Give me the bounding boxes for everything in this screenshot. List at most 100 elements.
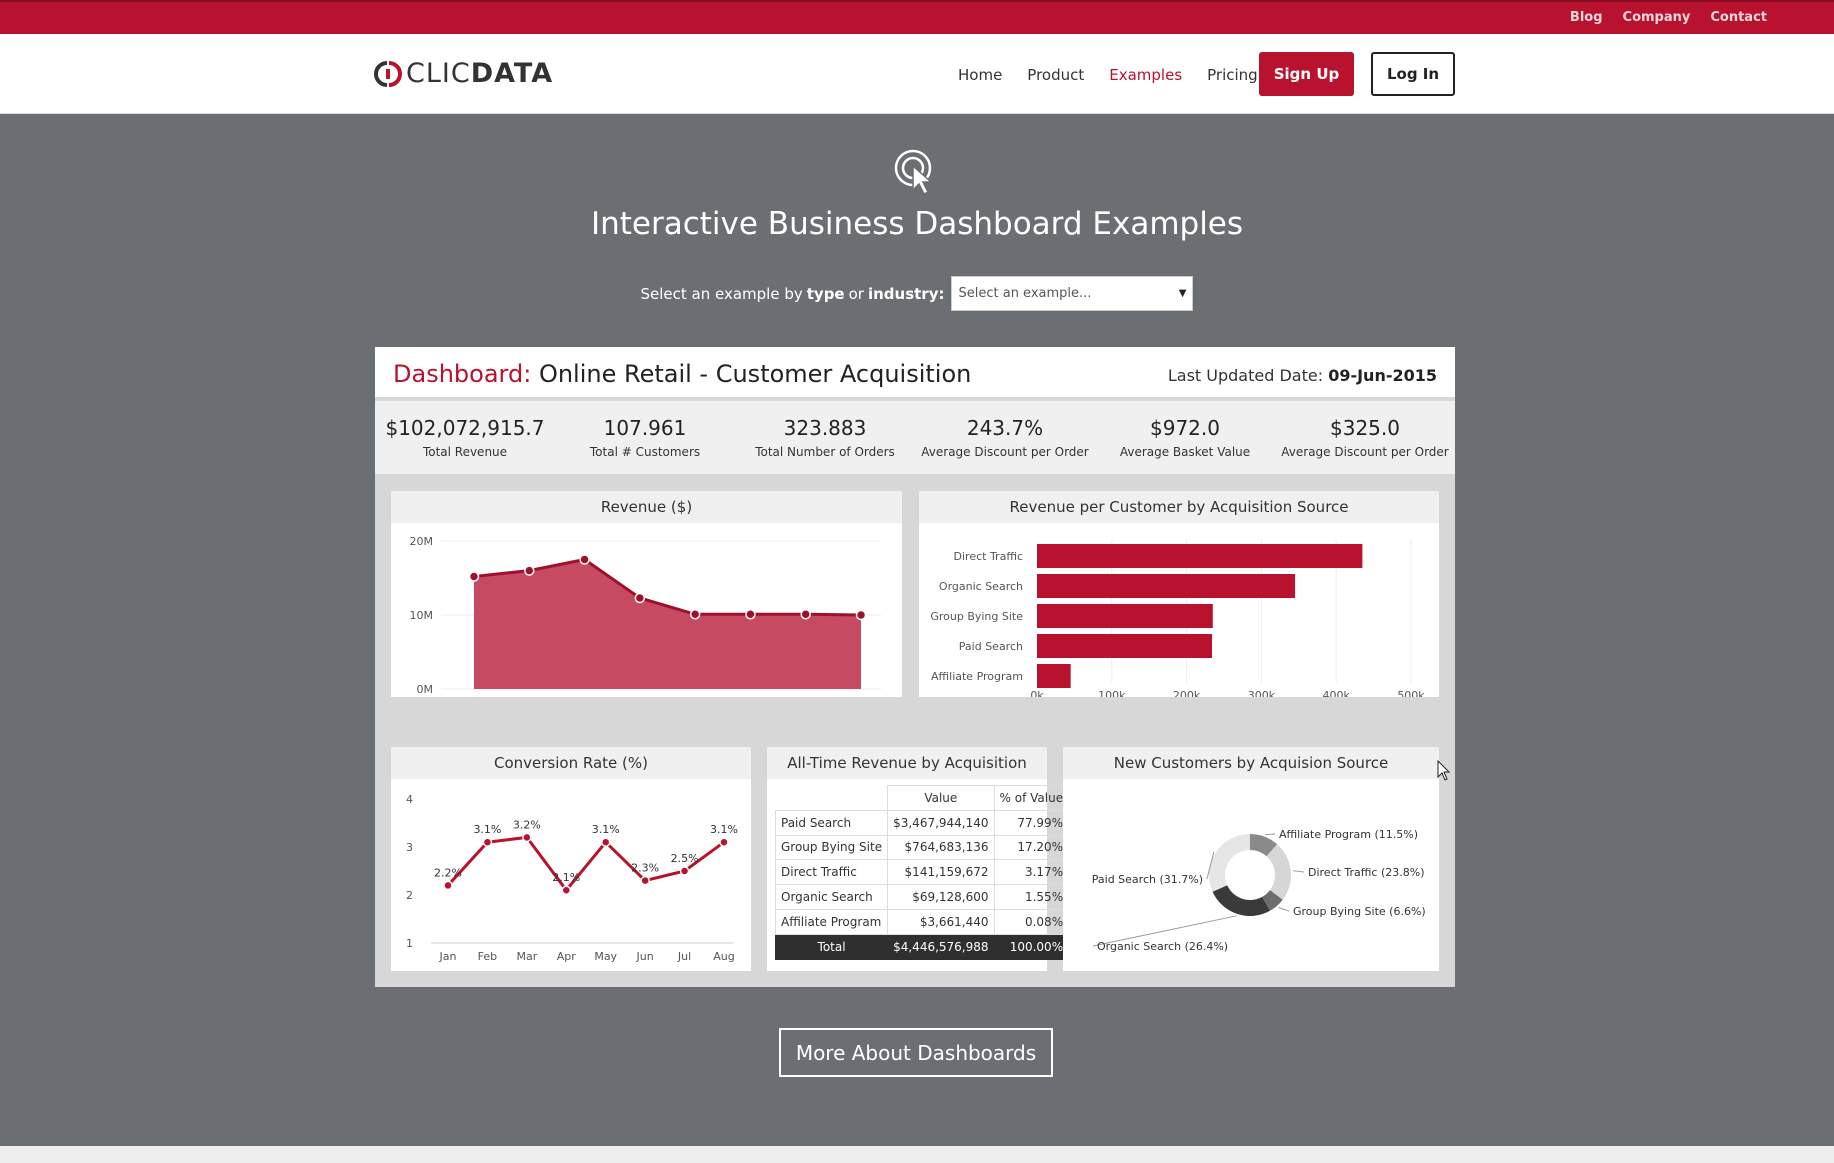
y-tick-label: 3 bbox=[406, 841, 413, 854]
rev-per-customer-panel-title: Revenue per Customer by Acquisition Sour… bbox=[919, 491, 1439, 523]
donut-slice bbox=[1250, 834, 1278, 857]
data-label: 3.2% bbox=[513, 818, 541, 831]
x-tick-label: 500k bbox=[1397, 689, 1425, 697]
table-cell: Affiliate Program bbox=[774, 908, 889, 935]
data-label: 2.1% bbox=[552, 871, 580, 884]
table-cell: Organic Search bbox=[774, 884, 889, 910]
x-tick-label: Aug bbox=[713, 950, 734, 963]
table-row: Organic Search $69,128,600 1.55% bbox=[774, 884, 1070, 910]
slice-label: Group Bying Site (6.6%) bbox=[1293, 905, 1426, 918]
kpi-value: 323.883 bbox=[783, 416, 867, 440]
y-tick-label: 20M bbox=[410, 535, 434, 548]
dashboard-name: Online Retail - Customer Acquisition bbox=[538, 360, 972, 388]
conversion-line-chart: 1 2 3 4 2.2% 3.1% 3.2% 2.1% 3.1% 2.3% 2.5% 3.1% Jan F… bbox=[406, 793, 738, 963]
category-label: Affiliate Program bbox=[931, 670, 1023, 683]
kpi-value: $972.0 bbox=[1150, 416, 1220, 440]
data-label: 2.3% bbox=[631, 862, 659, 875]
data-label: 2.5% bbox=[671, 852, 699, 865]
dashboard-label: Dashboard: bbox=[393, 360, 532, 388]
logo-mark-icon bbox=[374, 60, 402, 87]
category-label: Group Bying Site bbox=[930, 610, 1023, 623]
x-tick-label: 400k bbox=[1323, 689, 1351, 697]
revenue-point bbox=[579, 554, 590, 565]
utility-links: Blog Company Contact bbox=[1570, 10, 1767, 25]
x-tick-label: Jun bbox=[741, 696, 759, 697]
kpi-value: $325.0 bbox=[1330, 416, 1400, 440]
dashboard-title: Dashboard: Online Retail - Customer Acqu… bbox=[393, 360, 971, 388]
x-tick-label: Feb bbox=[520, 696, 539, 697]
log-in-button[interactable]: Log In bbox=[1371, 52, 1455, 96]
kpi-value: 243.7% bbox=[966, 416, 1044, 440]
table-cell: Paid Search bbox=[774, 809, 889, 836]
revenue-point bbox=[634, 592, 646, 604]
table-cell: 100.00% bbox=[993, 933, 1070, 960]
table-header-cell bbox=[775, 785, 889, 811]
touch-pointer-icon bbox=[894, 149, 933, 196]
revenue-line bbox=[473, 557, 862, 617]
table-header-row: Value % of Value bbox=[775, 785, 1070, 811]
x-tick-label: Aug bbox=[850, 696, 871, 697]
slice-label: Direct Traffic (23.8%) bbox=[1308, 866, 1425, 879]
conversion-point bbox=[561, 885, 572, 895]
x-tick-label: Jul bbox=[677, 950, 691, 963]
nav-pricing[interactable]: Pricing bbox=[1207, 66, 1258, 84]
x-tick-label: Feb bbox=[478, 950, 497, 963]
conversion-point bbox=[679, 866, 690, 876]
y-tick-label: 4 bbox=[406, 793, 413, 806]
data-label: 3.1% bbox=[592, 823, 620, 836]
x-tick-label: Jun bbox=[636, 950, 654, 963]
table-total-row: Total $4,446,576,988 100.00% bbox=[774, 933, 1070, 960]
donut-slice bbox=[1262, 890, 1283, 911]
x-tick-label: May bbox=[684, 696, 707, 697]
table-row: Direct Traffic $141,159,672 3.17% bbox=[774, 859, 1070, 886]
nav-home[interactable]: Home bbox=[958, 66, 1003, 84]
alltime-revenue-panel-title: All-Time Revenue by Acquisition bbox=[767, 747, 1047, 779]
new-customers-donut-chart: Affiliate Program (11.5%) Direct Traffic … bbox=[1092, 828, 1426, 953]
table-cell: Group Bying Site bbox=[774, 834, 889, 861]
table-cell: Direct Traffic bbox=[774, 859, 889, 886]
x-tick-label: Apr bbox=[557, 950, 577, 963]
table-header-cell: Value bbox=[887, 785, 995, 811]
conversion-point bbox=[522, 832, 532, 843]
alltime-revenue-table: Value % of Value Paid Search $3,467,944,1… bbox=[774, 785, 1070, 960]
table-cell: 77.99% bbox=[993, 809, 1070, 836]
table-row: Group Bying Site $764,683,136 17.20% bbox=[774, 834, 1070, 861]
clicdata-logo[interactable]: CLICDATA bbox=[374, 58, 553, 89]
rev-per-customer-panel: Revenue per Customer by Acquisition Sour… bbox=[919, 491, 1439, 702]
select-industry-label: industry: bbox=[867, 284, 945, 303]
last-updated: Last Updated Date: 09-Jun-2015 bbox=[1168, 366, 1437, 385]
donut-slice bbox=[1212, 885, 1270, 916]
kpi-label: Average Basket Value bbox=[1119, 445, 1251, 459]
category-label: Organic Search bbox=[939, 580, 1023, 593]
y-tick-label: 0M bbox=[417, 683, 434, 696]
nav-examples[interactable]: Examples bbox=[1109, 66, 1183, 84]
table-cell: 0.08% bbox=[993, 908, 1070, 935]
dashboard-header: Dashboard: Online Retail - Customer Acqu… bbox=[375, 347, 1455, 397]
table-cell: Total bbox=[774, 933, 889, 960]
company-link[interactable]: Company bbox=[1622, 10, 1691, 25]
blog-link[interactable]: Blog bbox=[1569, 10, 1603, 25]
leader-line bbox=[1265, 833, 1276, 836]
data-label: 3.1% bbox=[710, 823, 738, 836]
table-cell: 3.17% bbox=[993, 859, 1070, 886]
conversion-point bbox=[443, 880, 453, 891]
y-tick-label: 2 bbox=[406, 889, 413, 902]
table-cell: $4,446,576,988 bbox=[887, 933, 995, 960]
x-tick-label: Jul bbox=[798, 696, 812, 697]
table-row: Affiliate Program $3,661,440 0.08% bbox=[774, 908, 1070, 935]
contact-link[interactable]: Contact bbox=[1710, 10, 1767, 25]
nav-product[interactable]: Product bbox=[1027, 66, 1085, 84]
kpi-avg-discount-2: $325.0 Average Discount per Order bbox=[1275, 401, 1455, 474]
revenue-point bbox=[468, 571, 480, 582]
x-tick-label: May bbox=[594, 950, 617, 963]
kpi-total-orders: 323.883 Total Number of Orders bbox=[735, 401, 915, 474]
bar bbox=[1037, 604, 1213, 628]
data-label: 2.2% bbox=[434, 866, 462, 879]
table-header-cell: % of Value bbox=[993, 785, 1070, 811]
sign-up-button[interactable]: Sign Up bbox=[1259, 52, 1354, 96]
kpi-strip: $102,072,915.7 Total Revenue 107.961 Total… bbox=[375, 401, 1455, 474]
more-about-dashboards-button[interactable]: More About Dashboards bbox=[779, 1028, 1053, 1077]
revenue-area bbox=[474, 559, 861, 689]
new-customers-panel: New Customers by Acquision Source Affili… bbox=[1063, 747, 1439, 971]
example-select[interactable]: Select an example... ▼ bbox=[951, 276, 1194, 311]
